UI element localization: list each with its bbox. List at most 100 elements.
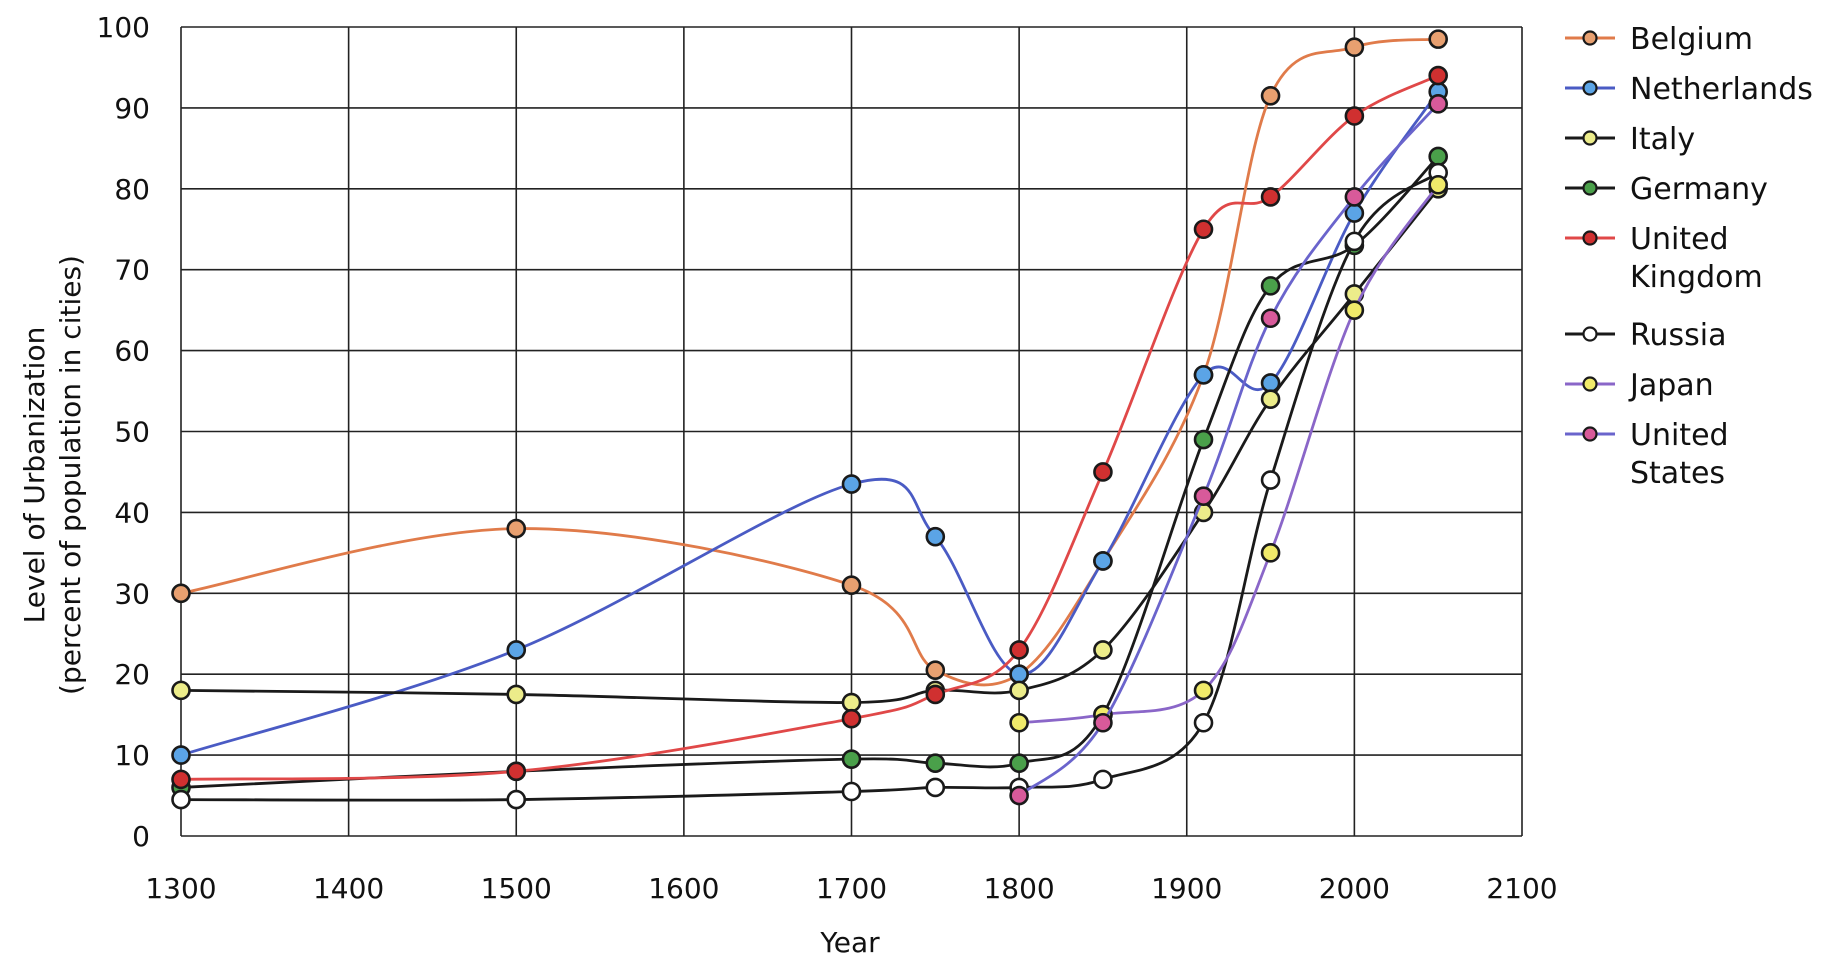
data-point-belgium: [1428, 29, 1448, 49]
legend-item-netherlands: Netherlands: [1565, 72, 1813, 107]
legend-label: Russia: [1630, 318, 1727, 353]
y-tick-label: 90: [114, 92, 150, 125]
data-point-japan: [1009, 712, 1029, 733]
data-point-italy: [1093, 640, 1113, 660]
data-point-russia: [1260, 470, 1281, 490]
x-tick-label: 2100: [1486, 872, 1557, 905]
data-point-united-kingdom: [1193, 219, 1214, 240]
data-point-united-kingdom: [925, 684, 946, 705]
legend-label: Netherlands: [1630, 72, 1813, 107]
legend-label: United: [1630, 418, 1729, 453]
legend-label: Kingdom: [1630, 260, 1763, 295]
series-netherlands: [171, 81, 1448, 765]
y-tick-label: 30: [114, 577, 150, 610]
legend-marker: [1582, 326, 1598, 342]
data-point-japan: [1428, 174, 1448, 195]
data-point-united-kingdom: [841, 708, 862, 729]
legend-label: United: [1630, 222, 1729, 257]
data-point-united-kingdom: [1260, 187, 1281, 207]
y-tick-label: 40: [114, 496, 150, 529]
data-point-belgium: [506, 518, 527, 539]
data-point-germany: [1193, 429, 1214, 450]
y-axis-title-line2: (percent of population in cities): [54, 255, 87, 695]
y-tick-label: 20: [114, 658, 150, 691]
y-tick-label: 70: [114, 254, 150, 287]
legend-item-russia: Russia: [1565, 318, 1727, 353]
series-belgium: [171, 29, 1448, 687]
series-united-states: [1009, 94, 1448, 806]
data-point-united-kingdom: [506, 761, 527, 782]
legend-label: Belgium: [1630, 22, 1753, 57]
data-point-belgium: [171, 583, 191, 604]
series-line-russia: [180, 171, 1440, 802]
x-tick-label: 1900: [1151, 872, 1222, 905]
data-point-netherlands: [925, 526, 946, 547]
series-united-kingdom: [171, 65, 1448, 790]
series-germany: [171, 146, 1448, 798]
data-point-belgium: [1260, 85, 1281, 106]
y-axis-title: Level of Urbanization (percent of popula…: [18, 255, 87, 695]
data-point-united-states: [1260, 308, 1281, 329]
data-point-netherlands: [1093, 551, 1113, 571]
y-axis-title-line1: Level of Urbanization: [18, 327, 51, 624]
legend: BelgiumNetherlandsItalyGermanyUnitedKing…: [1565, 22, 1813, 491]
data-point-germany: [1260, 276, 1281, 296]
series-line-belgium: [180, 37, 1439, 687]
data-point-japan: [1344, 300, 1365, 320]
data-point-netherlands: [1009, 664, 1029, 685]
x-tick-label: 1400: [313, 872, 384, 905]
x-tick-label: 1800: [983, 872, 1054, 905]
series-line-italy: [180, 187, 1440, 704]
y-tick-label: 10: [114, 739, 150, 772]
legend-marker: [1582, 376, 1598, 392]
data-point-italy: [1260, 389, 1281, 409]
data-point-netherlands: [1193, 365, 1214, 385]
data-point-germany: [1428, 146, 1448, 167]
data-point-united-states: [1193, 486, 1214, 507]
y-tick-label: 0: [132, 820, 150, 853]
data-point-united-kingdom: [1344, 106, 1365, 126]
data-point-netherlands: [841, 474, 862, 494]
series-line-germany: [180, 155, 1440, 789]
y-tick-label: 100: [97, 11, 150, 44]
legend-label: Italy: [1630, 122, 1695, 157]
legend-item-germany: Germany: [1565, 172, 1768, 207]
data-point-united-states: [1093, 712, 1113, 733]
y-tick-label: 80: [114, 173, 150, 206]
series-line-netherlands: [180, 90, 1440, 757]
data-point-belgium: [1344, 37, 1365, 58]
data-point-italy: [506, 684, 527, 705]
x-tick-label: 1600: [648, 872, 719, 905]
x-tick-label: 2000: [1319, 872, 1390, 905]
data-point-united-states: [1009, 785, 1029, 806]
x-tick-label: 1500: [481, 872, 552, 905]
data-point-united-kingdom: [1428, 65, 1448, 86]
data-point-united-states: [1428, 94, 1448, 114]
data-point-russia: [925, 777, 946, 798]
x-axis-ticks: 1300 1400 1500 1600 1700 1800 1900 2000 2100: [145, 872, 1557, 905]
data-point-russia: [1344, 231, 1365, 252]
legend-marker: [1582, 230, 1598, 246]
legend-marker: [1582, 130, 1598, 146]
data-point-germany: [1009, 753, 1029, 773]
y-tick-label: 60: [114, 335, 150, 368]
data-point-italy: [1009, 680, 1029, 701]
x-tick-label: 1700: [816, 872, 887, 905]
legend-marker: [1582, 80, 1598, 96]
data-point-japan: [1193, 680, 1214, 701]
x-axis-title: Year: [819, 926, 880, 959]
y-axis-ticks: 0 10 20 30 40 50 60 70 80 90 100: [97, 11, 150, 853]
legend-marker: [1582, 426, 1598, 442]
series-line-united-states: [1018, 102, 1440, 797]
legend-label: Germany: [1630, 172, 1768, 207]
data-point-belgium: [925, 660, 946, 680]
data-point-russia: [841, 781, 862, 802]
series-layer: [171, 29, 1448, 810]
data-point-netherlands: [171, 745, 191, 765]
series-italy: [171, 179, 1448, 713]
data-point-russia: [1193, 712, 1214, 733]
data-point-italy: [841, 692, 862, 713]
